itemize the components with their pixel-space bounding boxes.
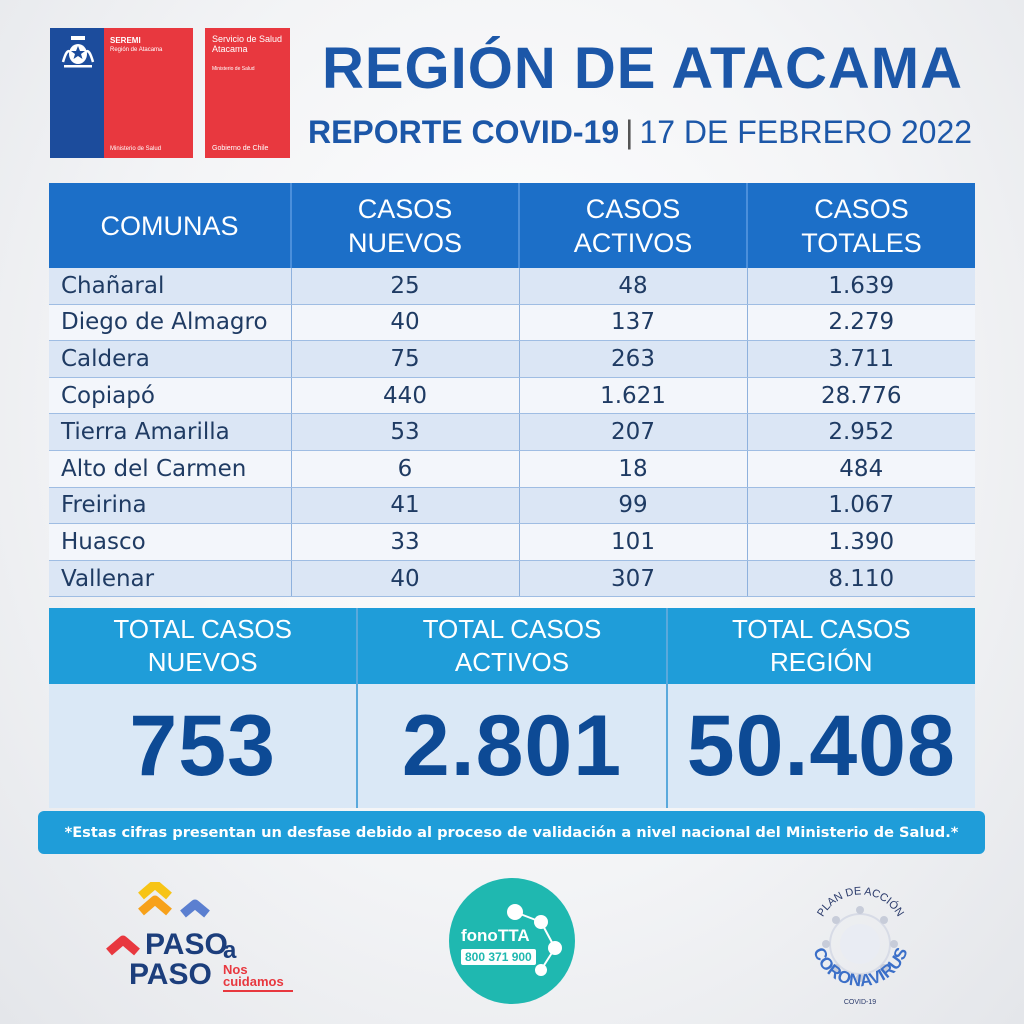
activos-cell: 307 — [519, 560, 748, 598]
seremi-ministry: Ministerio de Salud — [110, 146, 162, 152]
totales-cell: 3.711 — [747, 340, 975, 378]
chile-coat-of-arms-icon — [61, 36, 95, 68]
seremi-logo-blue-block — [50, 28, 104, 158]
activos-cell: 18 — [519, 450, 748, 488]
activos-cell: 48 — [519, 268, 748, 305]
totales-cell: 2.279 — [747, 304, 975, 342]
table-row: Huasco 33 101 1.390 — [49, 523, 975, 561]
activos-cell: 101 — [519, 523, 748, 561]
totales-cell: 2.952 — [747, 413, 975, 451]
table-row: Chañaral 25 48 1.639 — [49, 268, 975, 305]
table-row: Copiapó 440 1.621 28.776 — [49, 377, 975, 415]
total-activos-label: TOTAL CASOS ACTIVOS — [358, 608, 666, 684]
fono-name: fonoTTA — [461, 926, 530, 945]
table-row: Freirina 41 99 1.067 — [49, 487, 975, 525]
seremi-region: Región de Atacama — [110, 47, 163, 53]
seremi-title: SEREMI — [110, 36, 141, 45]
totales-cell: 1.639 — [747, 268, 975, 305]
activos-cell: 137 — [519, 304, 748, 342]
plan-sub-text: COVID-19 — [844, 999, 876, 1006]
column-header: CASOS ACTIVOS — [519, 183, 748, 268]
comuna-cell: Huasco — [49, 523, 292, 561]
fono-tta-logo: fonoTTA 800 371 900 — [449, 878, 575, 1004]
total-label-text: TOTAL CASOS REGIÓN — [731, 614, 911, 677]
column-header: COMUNAS — [49, 183, 292, 268]
total-activos: TOTAL CASOS ACTIVOS 2.801 — [358, 608, 668, 808]
phone-network-icon — [507, 904, 562, 976]
totales-cell: 28.776 — [747, 377, 975, 415]
column-header-text: CASOS NUEVOS — [347, 193, 463, 258]
comuna-cell: Diego de Almagro — [49, 304, 292, 342]
comuna-cell: Vallenar — [49, 560, 292, 598]
paso-a-paso-logo: PASO a PASO Nos cuidamos — [105, 882, 295, 997]
comuna-cell: Tierra Amarilla — [49, 413, 292, 451]
paso-chevrons-icon — [106, 882, 210, 956]
comuna-cell: Chañaral — [49, 268, 292, 305]
comuna-cell: Caldera — [49, 340, 292, 378]
column-header: CASOS NUEVOS — [291, 183, 520, 268]
paso-word-2: PASO — [129, 958, 212, 991]
activos-cell: 207 — [519, 413, 748, 451]
totales-cell: 8.110 — [747, 560, 975, 598]
plan-coronavirus-logo: PLAN DE ACCIÓN CORONAVIRUS COVID-19 — [809, 885, 911, 1006]
column-header: CASOS TOTALES — [747, 183, 975, 268]
subtitle-separator: | — [625, 114, 634, 150]
nuevos-cell: 75 — [291, 340, 520, 378]
table-row: Alto del Carmen 6 18 484 — [49, 450, 975, 488]
paso-tagline: Nos cuidamos — [223, 962, 284, 989]
totales-cell: 484 — [747, 450, 975, 488]
comuna-cell: Copiapó — [49, 377, 292, 415]
nuevos-cell: 6 — [291, 450, 520, 488]
column-header-text: CASOS ACTIVOS — [573, 193, 693, 258]
totales-cell: 1.390 — [747, 523, 975, 561]
total-nuevos-value: 753 — [49, 684, 357, 808]
servicio-ministry: Ministerio de Salud — [212, 66, 255, 72]
nuevos-cell: 40 — [291, 304, 520, 342]
cases-table: COMUNAS CASOS NUEVOS CASOS ACTIVOS CASOS… — [49, 183, 975, 598]
total-region: TOTAL CASOS REGIÓN 50.408 — [667, 608, 975, 808]
total-label-text: TOTAL CASOS ACTIVOS — [422, 614, 602, 677]
total-region-label: TOTAL CASOS REGIÓN — [667, 608, 975, 684]
seremi-logo-red-block: SEREMI Región de Atacama Ministerio de S… — [104, 28, 193, 158]
fono-number: 800 371 900 — [461, 949, 536, 965]
table-row: Caldera 75 263 3.711 — [49, 340, 975, 378]
nuevos-cell: 53 — [291, 413, 520, 451]
nuevos-cell: 33 — [291, 523, 520, 561]
table-row: Tierra Amarilla 53 207 2.952 — [49, 413, 975, 451]
table-header-row: COMUNAS CASOS NUEVOS CASOS ACTIVOS CASOS… — [49, 183, 975, 268]
totals-panel: TOTAL CASOS NUEVOS 753 TOTAL CASOS ACTIV… — [49, 608, 975, 808]
servicio-name: Servicio de Salud Atacama — [212, 34, 283, 54]
page-title: REGIÓN DE ATACAMA — [321, 36, 963, 101]
servicio-gov: Gobierno de Chile — [212, 145, 269, 152]
total-activos-value: 2.801 — [358, 684, 666, 808]
paso-word-1: PASO — [145, 928, 228, 961]
report-date: 17 DE FEBRERO 2022 — [639, 114, 973, 150]
nuevos-cell: 40 — [291, 560, 520, 598]
nuevos-cell: 25 — [291, 268, 520, 305]
comuna-cell: Freirina — [49, 487, 292, 525]
total-label-text: TOTAL CASOS NUEVOS — [113, 614, 292, 677]
total-nuevos: TOTAL CASOS NUEVOS 753 — [49, 608, 359, 808]
table-row: Diego de Almagro 40 137 2.279 — [49, 304, 975, 342]
disclaimer-note: *Estas cifras presentan un desfase debid… — [38, 811, 985, 854]
seremi-logo: SEREMI Región de Atacama Ministerio de S… — [50, 28, 193, 158]
table-row: Vallenar 40 307 8.110 — [49, 560, 975, 598]
paso-underline — [223, 990, 293, 992]
total-region-value: 50.408 — [667, 684, 975, 808]
comuna-cell: Alto del Carmen — [49, 450, 292, 488]
paso-a: a — [223, 937, 237, 964]
column-header-text: CASOS TOTALES — [801, 193, 922, 258]
report-label: REPORTE COVID-19 — [307, 114, 620, 150]
activos-cell: 99 — [519, 487, 748, 525]
report-subtitle: REPORTE COVID-19 | 17 DE FEBRERO 2022 — [300, 112, 980, 152]
nuevos-cell: 41 — [291, 487, 520, 525]
activos-cell: 1.621 — [519, 377, 748, 415]
totales-cell: 1.067 — [747, 487, 975, 525]
nuevos-cell: 440 — [291, 377, 520, 415]
total-nuevos-label: TOTAL CASOS NUEVOS — [49, 608, 357, 684]
activos-cell: 263 — [519, 340, 748, 378]
servicio-salud-logo: Servicio de Salud Atacama Ministerio de … — [205, 28, 290, 158]
